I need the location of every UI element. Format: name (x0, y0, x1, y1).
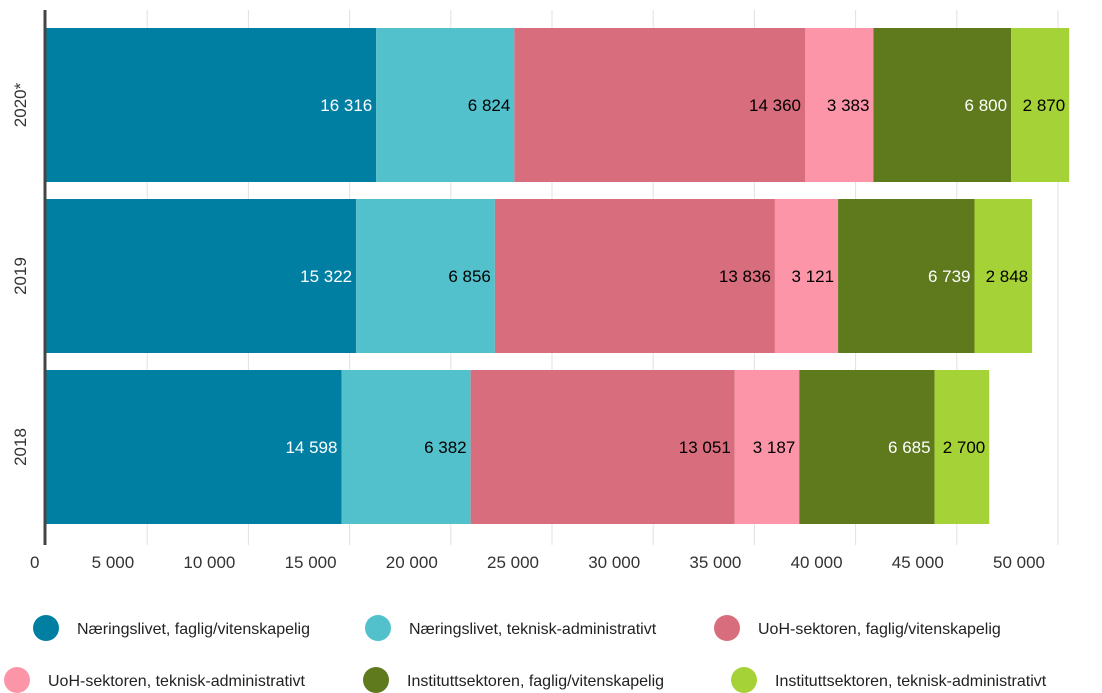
legend-swatch (714, 615, 740, 641)
data-label: 6 856 (448, 267, 491, 286)
legend-swatch (4, 667, 30, 693)
legend-item: Instituttsektoren, teknisk-administrativ… (731, 667, 1047, 693)
data-label: 3 383 (827, 96, 870, 115)
bars: 16 316 6 824 14 360 3 383 6 800 2 870 15 322 6 … (46, 28, 1070, 524)
x-tick-label: 25 000 (487, 553, 539, 572)
data-label: 3 187 (753, 438, 796, 457)
data-label: 6 824 (468, 96, 511, 115)
data-label: 14 360 (749, 96, 801, 115)
bar-segment (974, 199, 1033, 353)
legend: Næringslivet, faglig/vitenskapelig Næring… (4, 615, 1047, 693)
legend-swatch (731, 667, 757, 693)
bar-segment (46, 370, 342, 524)
legend-label: Instituttsektoren, faglig/vitenskapelig (407, 673, 664, 690)
axes: 0 5 000 10 000 15 000 20 000 25 000 30 000 35 0… (11, 10, 1045, 572)
legend-item: UoH-sektoren, faglig/vitenskapelig (714, 615, 1001, 641)
legend-label: UoH-sektoren, teknisk-administrativt (48, 673, 306, 690)
bar-segment (799, 370, 935, 524)
legend-item: Næringslivet, teknisk-administrativt (365, 615, 657, 641)
category-label: 2018 (11, 428, 30, 466)
bar-segment (46, 28, 377, 182)
bar-segment (376, 28, 515, 182)
bar-segment (934, 370, 990, 524)
data-label: 2 700 (943, 438, 986, 457)
legend-swatch (365, 615, 391, 641)
legend-label: Næringslivet, faglig/vitenskapelig (77, 621, 310, 638)
bar-segment (1011, 28, 1070, 182)
bar-segment (838, 199, 975, 353)
bar-segment (873, 28, 1012, 182)
bar-segment (774, 199, 839, 353)
x-tick-label: 20 000 (386, 553, 438, 572)
legend-label: UoH-sektoren, faglig/vitenskapelig (758, 621, 1001, 638)
x-tick-label: 0 (30, 553, 39, 572)
data-label: 6 685 (888, 438, 931, 457)
data-label: 2 848 (986, 267, 1029, 286)
bar-segment (46, 199, 357, 353)
data-label: 6 800 (965, 96, 1008, 115)
legend-item: UoH-sektoren, teknisk-administrativt (4, 667, 306, 693)
data-label: 14 598 (285, 438, 337, 457)
data-label: 13 836 (719, 267, 771, 286)
bar-segment (734, 370, 800, 524)
x-tick-label: 10 000 (183, 553, 235, 572)
data-label: 6 382 (424, 438, 467, 457)
x-tick-label: 50 000 (993, 553, 1045, 572)
legend-label: Instituttsektoren, teknisk-administrativ… (775, 673, 1047, 690)
data-label: 13 051 (679, 438, 731, 457)
x-tick-label: 40 000 (791, 553, 843, 572)
data-label: 16 316 (320, 96, 372, 115)
data-label: 15 322 (300, 267, 352, 286)
legend-swatch (363, 667, 389, 693)
data-label: 3 121 (792, 267, 835, 286)
bar-segment (341, 370, 471, 524)
category-label: 2019 (11, 257, 30, 295)
data-label: 6 739 (928, 267, 971, 286)
bar-segment (356, 199, 495, 353)
x-tick-label: 30 000 (588, 553, 640, 572)
legend-label: Næringslivet, teknisk-administrativt (409, 621, 657, 638)
bar-segment (470, 370, 735, 524)
legend-item: Instituttsektoren, faglig/vitenskapelig (363, 667, 664, 693)
x-tick-label: 45 000 (892, 553, 944, 572)
data-label: 2 870 (1023, 96, 1066, 115)
legend-item: Næringslivet, faglig/vitenskapelig (33, 615, 310, 641)
bar-segment (514, 28, 805, 182)
x-tick-label: 35 000 (689, 553, 741, 572)
category-label: 2020* (11, 82, 30, 127)
bar-segment (494, 199, 775, 353)
x-tick-label: 5 000 (92, 553, 135, 572)
x-tick-label: 15 000 (285, 553, 337, 572)
bar-segment (805, 28, 874, 182)
legend-swatch (33, 615, 59, 641)
